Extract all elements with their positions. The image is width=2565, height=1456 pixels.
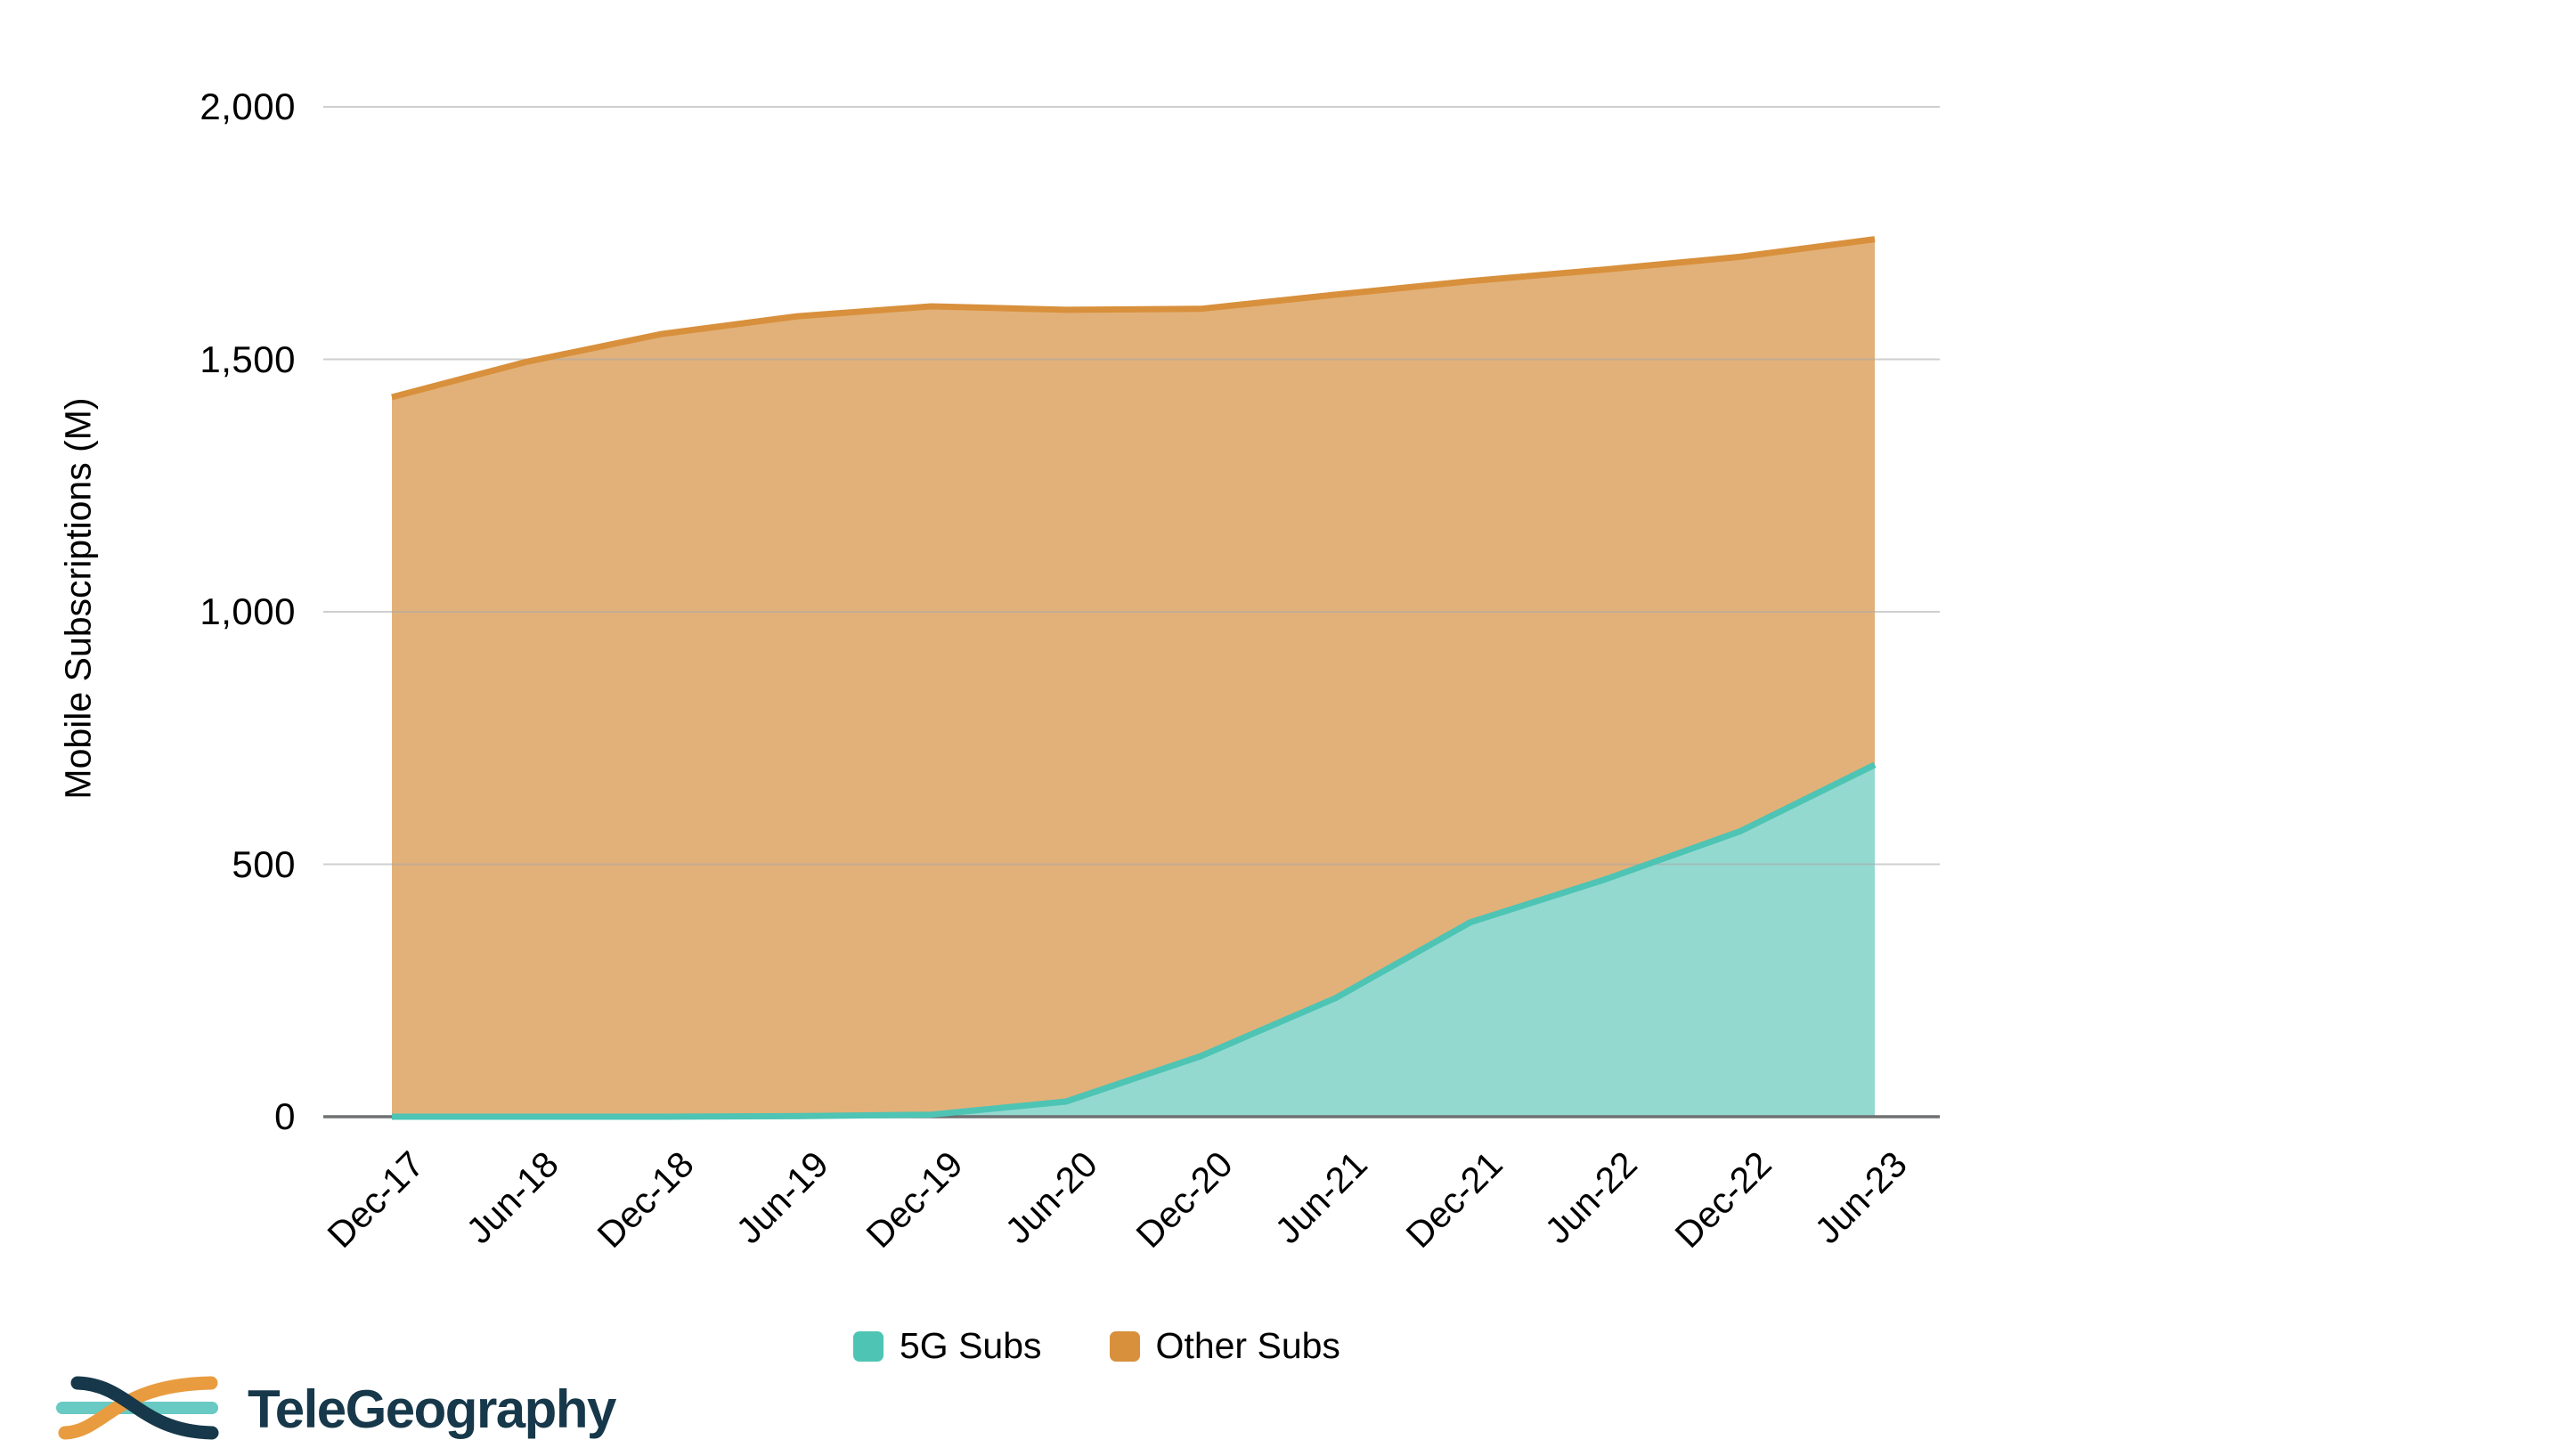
legend-item-other-subs: Other Subs <box>1109 1325 1340 1367</box>
area-5g-subs <box>392 764 1875 1117</box>
y-axis-tick-label: 1,000 <box>200 590 296 632</box>
y-axis-tick-label: 2,000 <box>200 85 296 127</box>
y-axis-tick-label: 0 <box>274 1095 296 1137</box>
legend-label-5g: 5G Subs <box>900 1325 1042 1366</box>
area-other-subs <box>392 239 1875 1118</box>
line-other-subs <box>391 236 1876 401</box>
y-axis-tick-label: 1,500 <box>200 338 296 380</box>
telegeography-logo-icon <box>56 1376 219 1440</box>
legend-item-5g-subs: 5G Subs <box>853 1325 1042 1367</box>
telegeography-logo: TeleGeography <box>53 1374 616 1445</box>
legend-swatch-other-icon <box>1109 1330 1140 1362</box>
legend-label-other: Other Subs <box>1155 1325 1340 1366</box>
legend-swatch-5g-icon <box>853 1330 884 1362</box>
line-5g-subs <box>392 761 1877 1120</box>
y-axis-tick-label: 500 <box>232 842 296 885</box>
legend: 5G Subs Other Subs <box>853 1325 1340 1367</box>
telegeography-logo-text: TeleGeography <box>248 1379 616 1439</box>
